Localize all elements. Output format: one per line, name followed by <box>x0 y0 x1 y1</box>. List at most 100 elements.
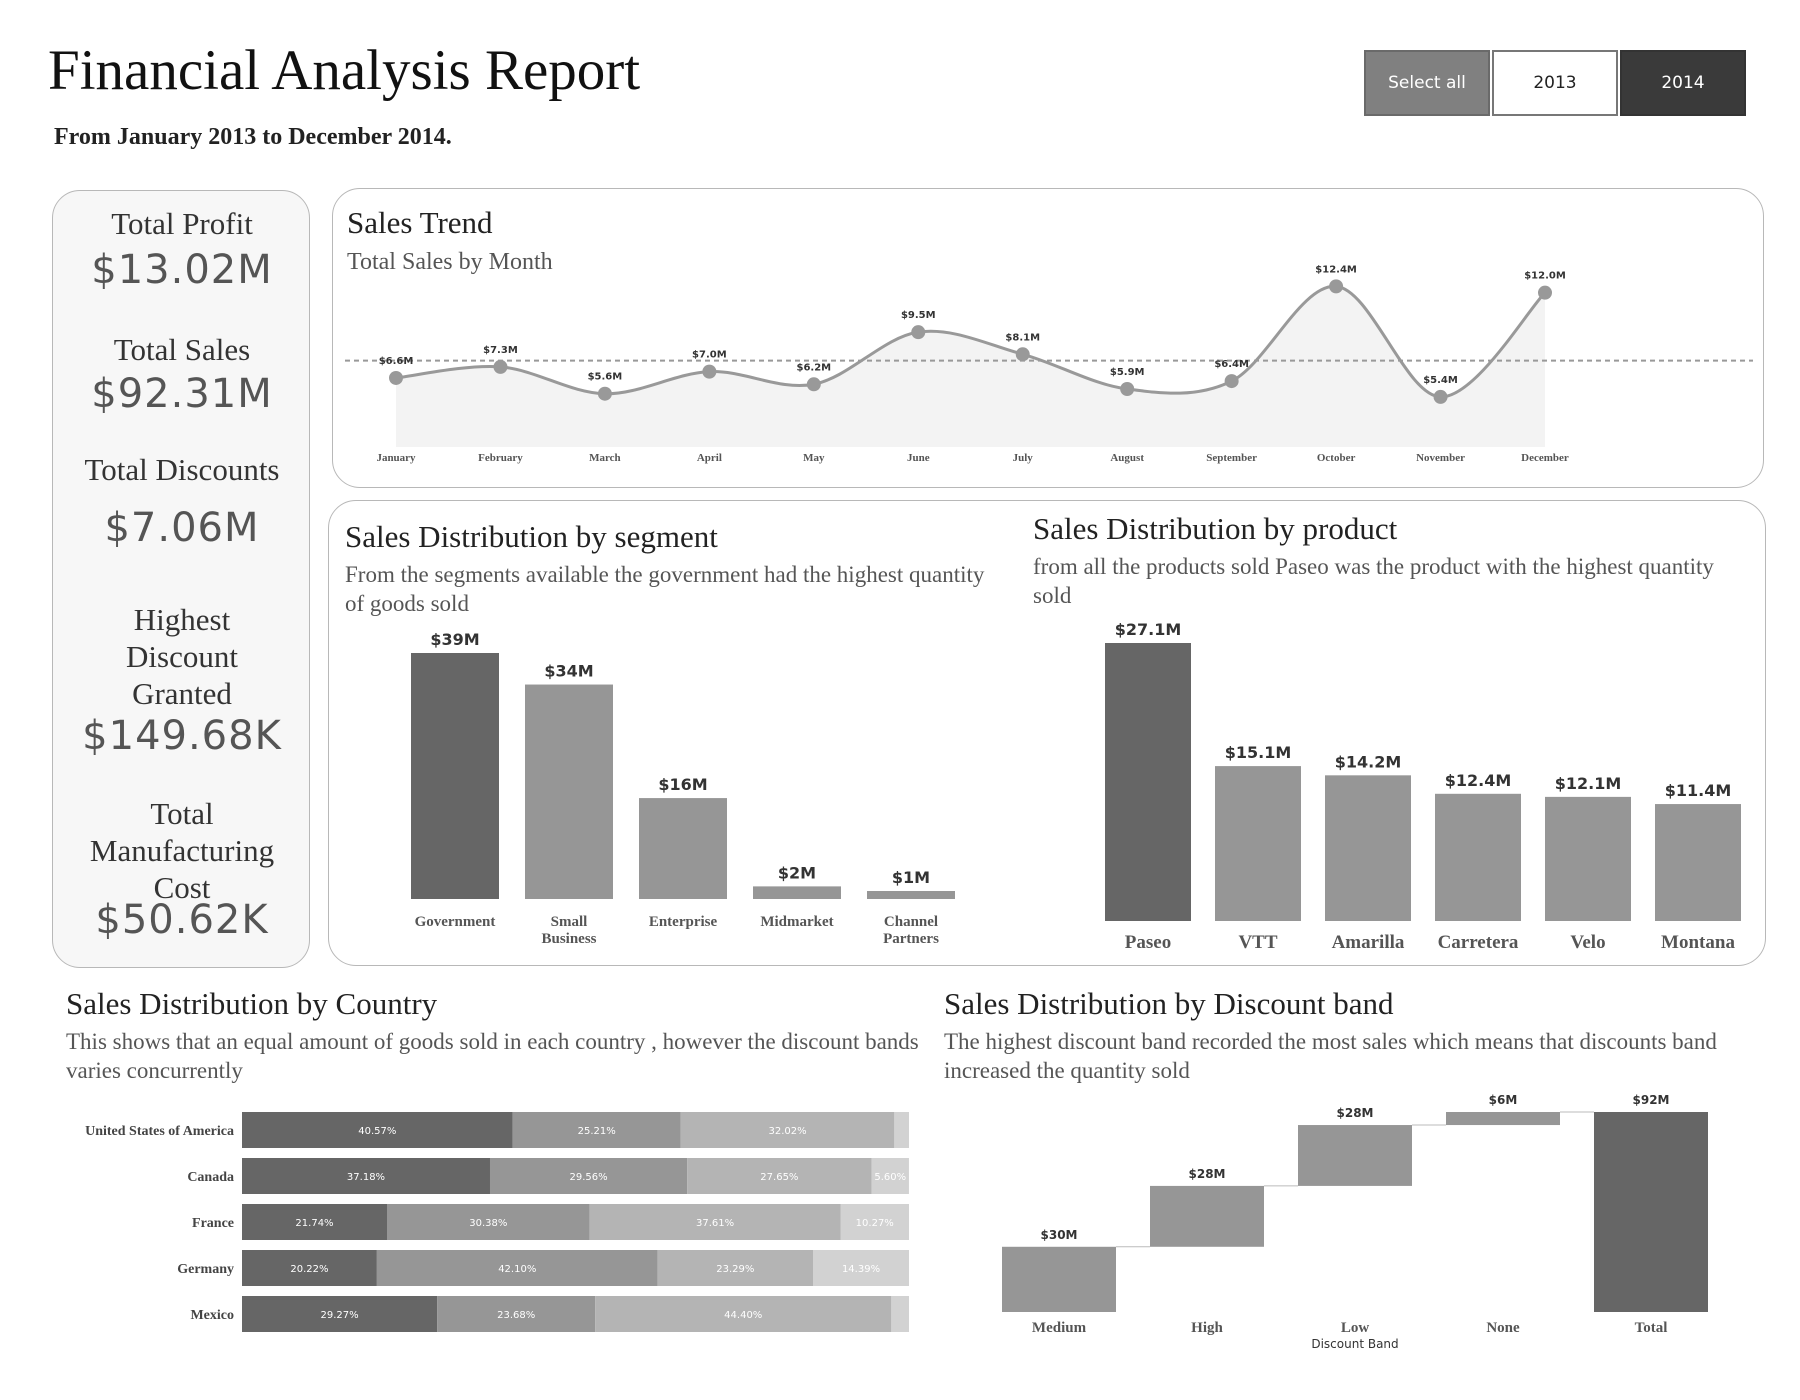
bar <box>1545 796 1631 921</box>
country-title: Sales Distribution by Country <box>66 986 438 1021</box>
year-2013-button[interactable]: 2013 <box>1492 50 1618 116</box>
country-label: France <box>192 1216 234 1231</box>
bar-value-label: $27.1M <box>1115 620 1182 639</box>
country-segment-label: 25.21% <box>578 1126 616 1137</box>
waterfall-category-label: None <box>1486 1320 1520 1336</box>
bar-value-label: $11.4M <box>1665 781 1732 800</box>
trend-x-label: January <box>376 452 416 464</box>
bar-category-label: Small Business <box>541 914 596 947</box>
bar-category-label: Government <box>415 914 496 930</box>
waterfall-bar <box>1446 1112 1560 1126</box>
total-sales-value: $92.31M <box>91 371 273 417</box>
country-label: Germany <box>177 1262 234 1277</box>
discount-band-title: Sales Distribution by Discount band <box>944 986 1394 1021</box>
waterfall-value-label: $6M <box>1489 1093 1518 1107</box>
bar <box>1655 804 1741 921</box>
trend-point <box>1538 285 1552 300</box>
trend-data-label: $5.6M <box>588 372 623 383</box>
trend-data-label: $7.0M <box>692 350 727 361</box>
country-label: United States of America <box>85 1124 234 1139</box>
country-bar-segment <box>687 1158 872 1194</box>
trend-point <box>702 364 717 379</box>
country-segment-label: 30.38% <box>469 1218 507 1229</box>
total-profit-value: $13.02M <box>91 247 273 293</box>
country-bar-segment <box>489 1158 688 1194</box>
country-segment-label: 32.02% <box>768 1126 806 1137</box>
country-label: Canada <box>187 1170 234 1185</box>
page-title: Financial Analysis Report <box>48 39 641 102</box>
country-segment-label: 29.56% <box>570 1172 608 1183</box>
bar-category-label: Paseo <box>1125 932 1171 953</box>
product-title: Sales Distribution by product <box>1033 511 1398 546</box>
trend-point <box>911 325 926 340</box>
trend-x-label: March <box>589 452 621 464</box>
country-segment-label: 23.68% <box>497 1310 535 1321</box>
bar-category-label: Enterprise <box>649 914 718 930</box>
country-bar-segment <box>680 1112 895 1148</box>
trend-area <box>396 286 1545 447</box>
country-segment-label: 23.29% <box>716 1264 754 1275</box>
highest-discount-label: Highest Discount Granted <box>126 602 238 712</box>
bar <box>1325 775 1411 921</box>
bar <box>639 798 727 899</box>
trend-point <box>1224 374 1239 389</box>
country-segment-label: 37.61% <box>696 1218 734 1229</box>
trend-data-label: $8.1M <box>1005 332 1040 343</box>
total-discounts-label: Total Discounts <box>84 452 280 487</box>
country-segment-label: 21.74% <box>295 1218 333 1229</box>
waterfall-category-label: Total <box>1635 1320 1668 1336</box>
trend-point <box>1433 389 1448 404</box>
distribution-panel: Sales Distribution by segment From the s… <box>328 500 1766 966</box>
waterfall-value-label: $28M <box>1189 1167 1226 1181</box>
waterfall-category-label: Low <box>1341 1320 1370 1336</box>
manufacturing-cost-value: $50.62K <box>95 897 269 943</box>
bar-category-label: Amarilla <box>1332 932 1405 953</box>
trend-data-label: $12.0M <box>1524 271 1566 282</box>
country-bar-segment <box>813 1250 909 1286</box>
country-bar-segment <box>589 1204 841 1240</box>
bar-category-label: Midmarket <box>760 914 833 930</box>
trend-point <box>597 386 612 401</box>
country-segment-label: 27.65% <box>760 1172 798 1183</box>
sales-trend-panel: Sales Trend Total Sales by Month $6.6M Ja… <box>332 188 1764 488</box>
select-all-button[interactable]: Select all <box>1364 50 1490 116</box>
bar-value-label: $34M <box>544 662 593 681</box>
total-profit-label: Total Profit <box>111 206 253 241</box>
bar <box>1105 643 1191 921</box>
trend-point <box>1120 382 1135 396</box>
country-segment-label: 40.57% <box>358 1126 396 1137</box>
bar <box>1215 766 1301 921</box>
product-chart: $27.1M Paseo $15.1M VTT $14.2M Amarilla $12.4M… <box>1105 620 1741 953</box>
sales-trend-subtitle: Total Sales by Month <box>347 249 553 275</box>
country-segment-label: 37.18% <box>347 1172 385 1183</box>
waterfall-bar <box>1150 1185 1264 1247</box>
waterfall-bar <box>1594 1112 1708 1312</box>
year-2014-button[interactable]: 2014 <box>1620 50 1746 116</box>
country-segment-label: 5.60% <box>874 1172 906 1183</box>
trend-point <box>389 370 403 385</box>
country-bar-segment <box>891 1296 909 1332</box>
trend-x-label: August <box>1110 452 1144 464</box>
country-chart: United States of America 40.57% 25.21% 32.0… <box>85 1112 909 1332</box>
trend-data-label: $9.5M <box>901 310 936 321</box>
bar-value-label: $15.1M <box>1225 743 1292 762</box>
country-bar-segment <box>242 1112 513 1148</box>
country-bar-segment <box>657 1250 814 1286</box>
country-segment-label: 14.39% <box>842 1264 880 1275</box>
trend-point <box>1329 279 1344 294</box>
segment-title: Sales Distribution by segment <box>345 519 718 554</box>
country-bar-segment <box>376 1250 658 1286</box>
sales-trend-title: Sales Trend <box>347 205 493 240</box>
manufacturing-cost-label: Total Manufacturing Cost <box>89 796 275 906</box>
country-bar-segment <box>242 1204 388 1240</box>
country-segment-label: 44.40% <box>724 1310 762 1321</box>
bar <box>867 891 955 899</box>
trend-x-label: October <box>1317 452 1356 464</box>
trend-point <box>493 359 508 374</box>
trend-x-label: April <box>697 452 722 464</box>
country-segment-label: 42.10% <box>498 1264 536 1275</box>
trend-point <box>1015 347 1030 362</box>
waterfall-category-label: Medium <box>1032 1320 1087 1336</box>
waterfall-value-label: $28M <box>1337 1106 1374 1120</box>
country-segment-label: 20.22% <box>290 1264 328 1275</box>
